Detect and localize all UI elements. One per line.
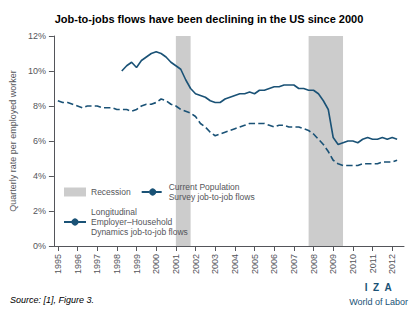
svg-text:2011: 2011 [368,254,378,273]
svg-text:2008: 2008 [309,254,319,274]
svg-text:2007: 2007 [289,254,299,274]
svg-text:2001: 2001 [171,254,181,274]
svg-text:Source: [1], Figure 3.: Source: [1], Figure 3. [10,295,94,305]
svg-text:2000: 2000 [151,254,161,274]
svg-text:1998: 1998 [112,254,122,274]
svg-text:Recession: Recession [91,187,131,197]
svg-text:2010: 2010 [348,254,358,274]
svg-text:2006: 2006 [269,254,279,274]
svg-text:2%: 2% [33,206,46,216]
svg-text:Employer–Household: Employer–Household [91,217,173,227]
svg-text:1999: 1999 [132,254,142,274]
svg-text:Job-to-jobs flows have been de: Job-to-jobs flows have been declining in… [55,13,364,25]
svg-text:Quarterly rate per employed wo: Quarterly rate per employed worker [8,70,18,212]
svg-text:1995: 1995 [53,254,63,274]
svg-text:Longitudinal: Longitudinal [91,207,137,217]
svg-text:6%: 6% [33,136,46,146]
svg-text:I Z A: I Z A [365,282,392,293]
svg-text:8%: 8% [33,101,46,111]
svg-text:2005: 2005 [250,254,260,274]
svg-text:12%: 12% [28,31,46,41]
svg-text:Current Population: Current Population [169,182,240,192]
svg-text:0%: 0% [33,241,46,251]
svg-text:10%: 10% [28,66,46,76]
svg-text:2002: 2002 [191,254,201,274]
svg-text:World of Labor: World of Labor [349,297,408,307]
svg-text:2012: 2012 [387,254,397,274]
svg-text:2009: 2009 [328,254,338,274]
svg-text:1997: 1997 [92,254,102,274]
svg-text:Survey job-to-job flows: Survey job-to-job flows [169,192,255,202]
svg-text:4%: 4% [33,171,46,181]
svg-text:2003: 2003 [210,254,220,274]
svg-text:1996: 1996 [73,254,83,274]
svg-text:Dynamics job-to-job flows: Dynamics job-to-job flows [91,227,188,237]
svg-text:2004: 2004 [230,254,240,274]
